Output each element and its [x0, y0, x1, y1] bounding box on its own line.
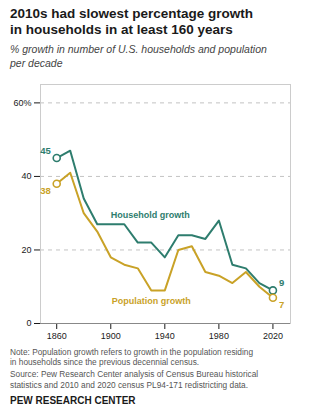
html-text:Note: Population growth refers: Note: Population growth refers to growth…: [10, 346, 254, 367]
svg-text:7: 7: [279, 298, 284, 309]
svg-text:40: 40: [21, 171, 31, 181]
html-text:% growth in number of U.S. hou: % growth in number of U.S. households an…: [10, 43, 267, 69]
svg-text:Household growth: Household growth: [111, 210, 190, 220]
svg-text:2020: 2020: [263, 331, 283, 341]
svg-text:1860: 1860: [47, 331, 67, 341]
svg-text:38: 38: [40, 184, 51, 195]
svg-text:0: 0: [26, 318, 31, 328]
svg-text:20: 20: [21, 244, 31, 254]
html-text:2010s had slowest percentage g: 2010s had slowest percentage growth in h…: [10, 6, 254, 38]
svg-text:1900: 1900: [101, 331, 121, 341]
html-text:Source: Pew Research Center an: Source: Pew Research Center analysis of …: [10, 369, 259, 390]
html-text:PEW RESEARCH CENTER: PEW RESEARCH CENTER: [10, 395, 136, 407]
svg-text:45: 45: [40, 145, 51, 156]
svg-text:1940: 1940: [155, 331, 175, 341]
svg-text:1980: 1980: [209, 331, 229, 341]
svg-text:Population growth: Population growth: [112, 296, 191, 306]
svg-text:60%: 60%: [13, 97, 31, 107]
svg-text:9: 9: [279, 277, 284, 288]
